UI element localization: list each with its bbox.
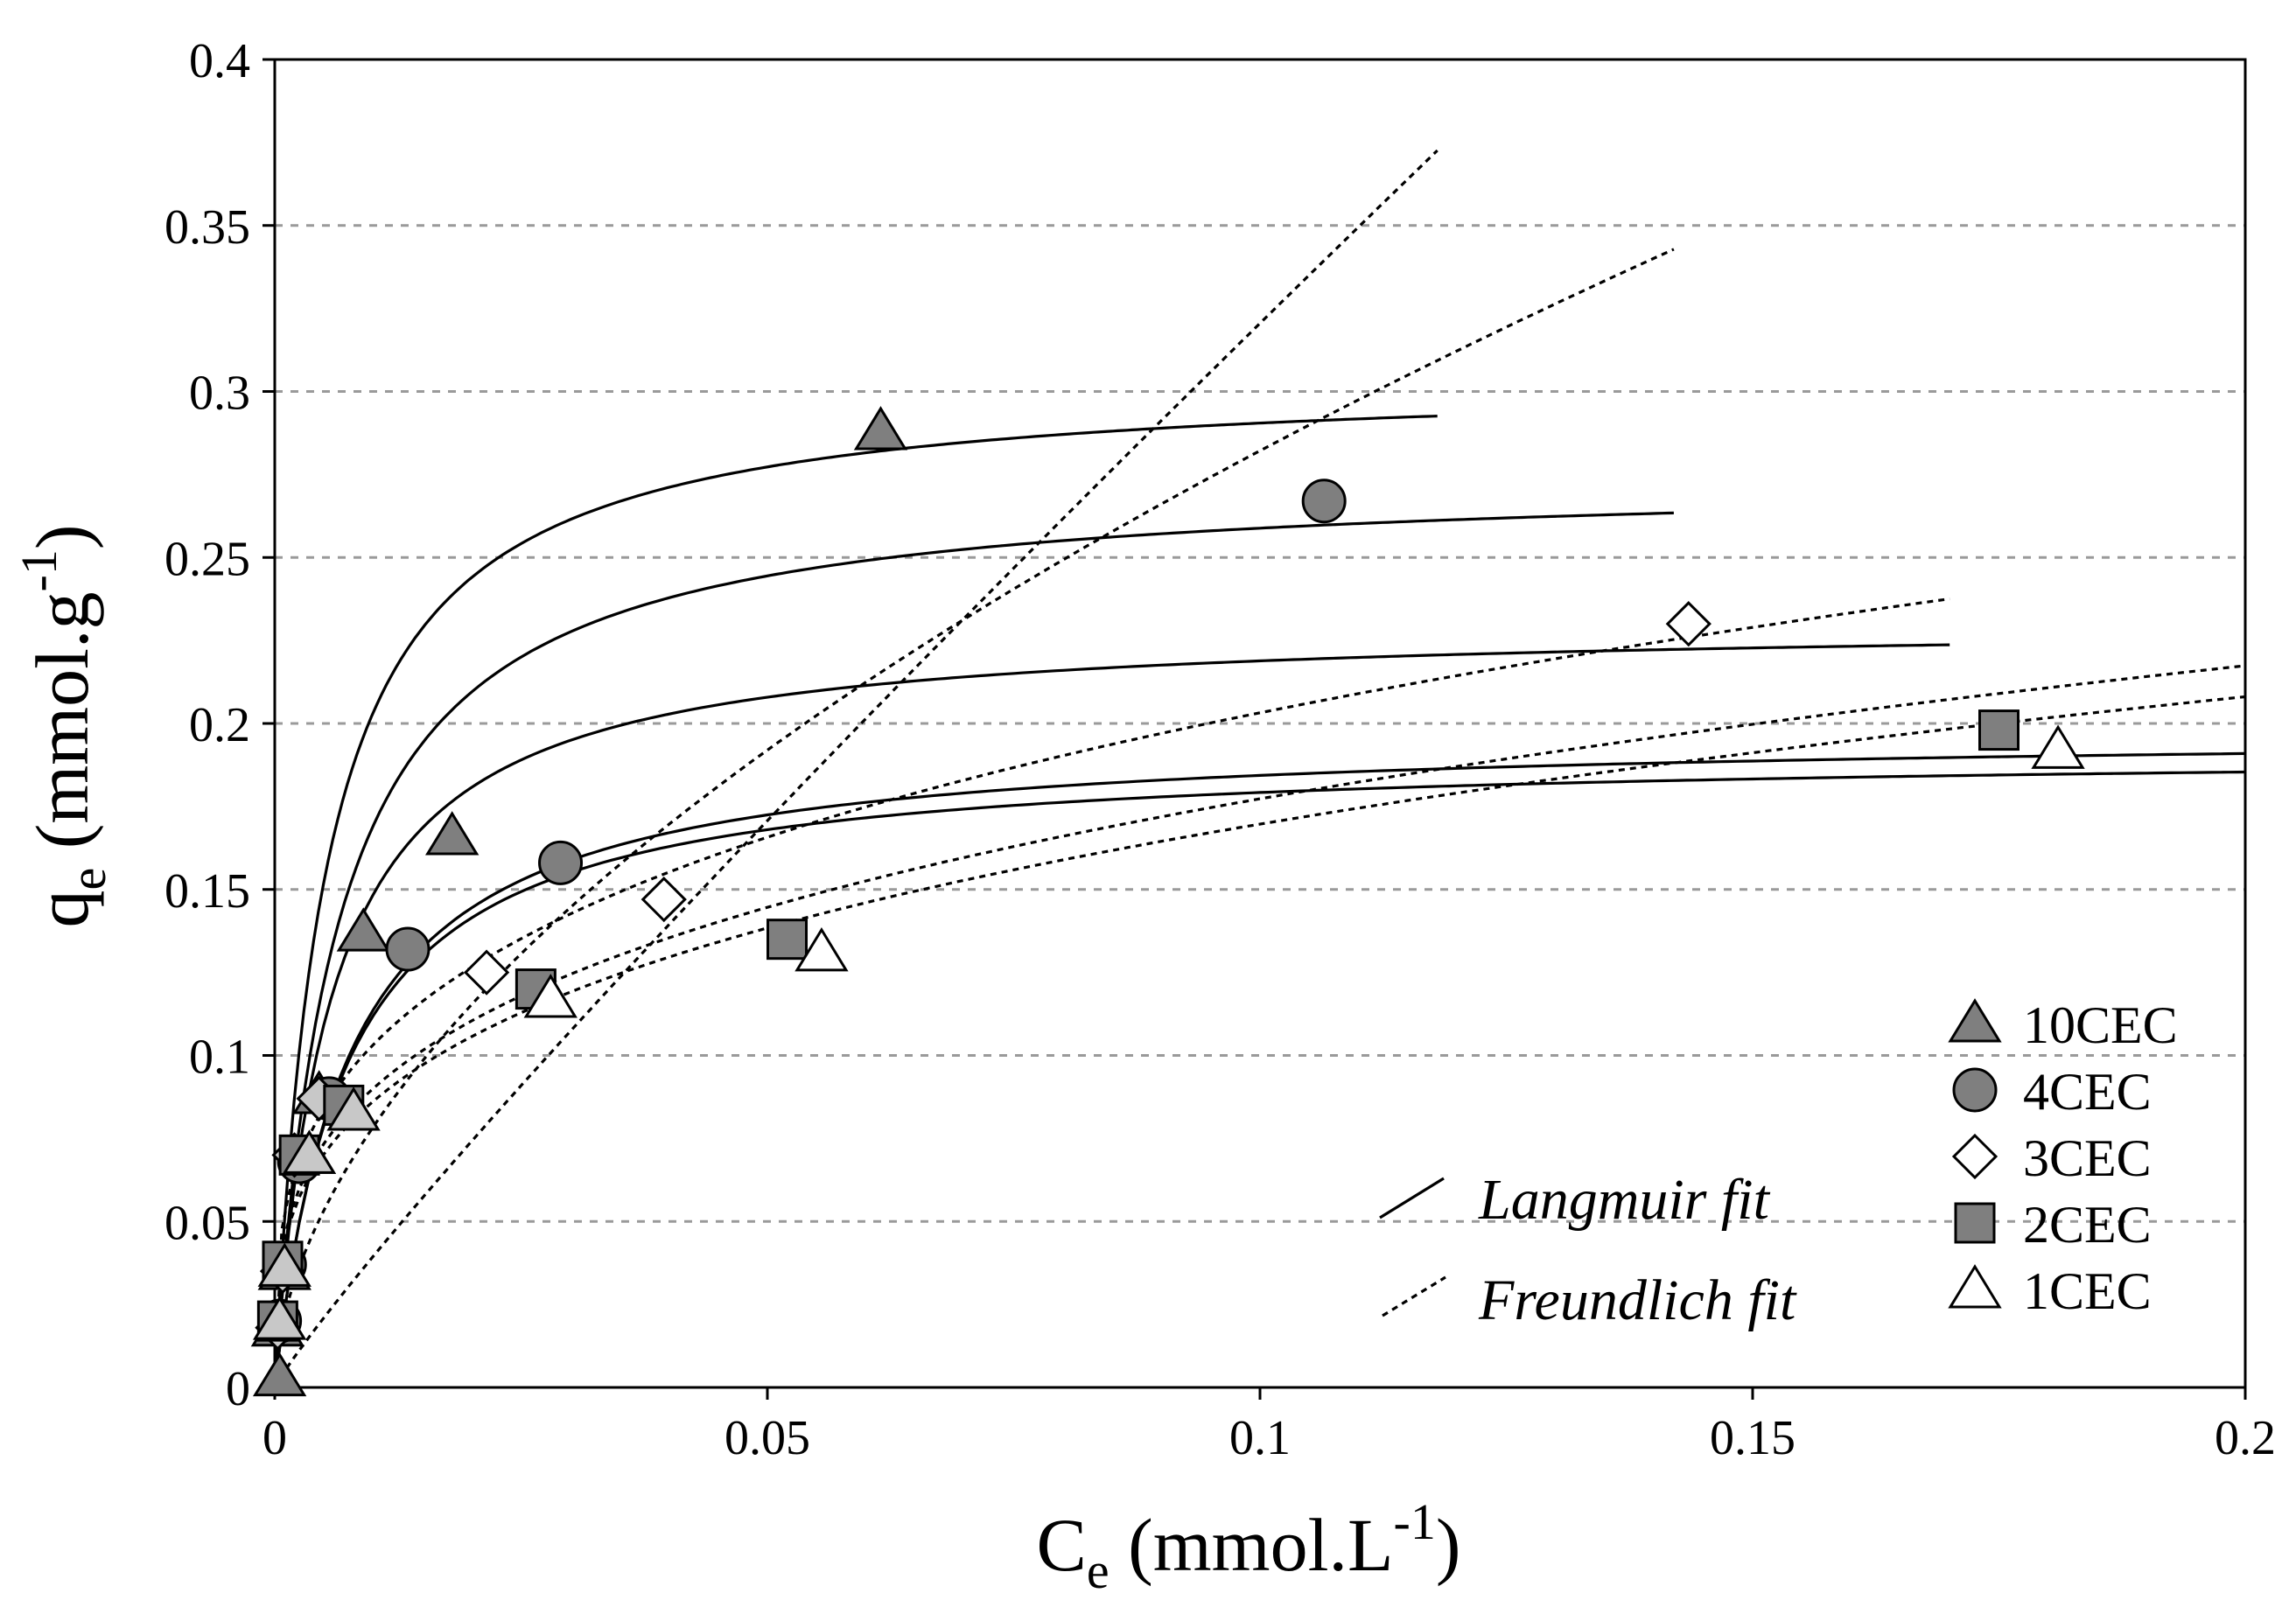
freundlich-fit-4cec: [273, 248, 1675, 1388]
legend-label-2cec: 2CEC: [2023, 1196, 2152, 1254]
langmuir-fit-2cec: [273, 751, 2246, 1388]
y-tick-label: 0.4: [189, 34, 250, 88]
legend-marker-10cec: [1948, 998, 2002, 1043]
point-1cec: [326, 1086, 381, 1131]
legend-marker-3cec: [1951, 1133, 1998, 1180]
point-10cec: [252, 1352, 307, 1397]
x-tick-label: 0.15: [1710, 1411, 1796, 1465]
point-3cec: [463, 949, 510, 996]
axis-ticks: 0 0.05 0.1 0.15 0.2 0.25 0.3 0.35 0.4 0 0.05 0.1 0.1…: [164, 34, 2276, 1465]
freundlich-fit-10cec: [273, 149, 1438, 1388]
series-legend: 10CEC 4CEC 3CEC 2CEC 1CEC: [1948, 996, 2178, 1320]
point-1cec: [523, 974, 578, 1018]
langmuir-fit-1cec: [273, 770, 2246, 1388]
point-10cec: [425, 811, 480, 856]
y-tick-label: 0.05: [164, 1196, 250, 1250]
x-tick-label: 0.2: [2215, 1411, 2276, 1465]
point-2cec: [1978, 709, 2020, 751]
legend-marker-2cec: [1954, 1202, 1996, 1244]
point-1cec: [2031, 724, 2085, 769]
legend-label-10cec: 10CEC: [2023, 996, 2178, 1054]
langmuir-legend-swatch: [1379, 1177, 1445, 1219]
data-points: [250, 406, 2085, 1397]
point-1cec: [252, 1296, 307, 1340]
legend-label-4cec: 4CEC: [2023, 1063, 2152, 1121]
point-1cec: [282, 1129, 337, 1174]
legend-marker-1cec: [1948, 1264, 2002, 1309]
fit-curves: [273, 149, 2246, 1388]
y-tick-label: 0: [226, 1362, 250, 1416]
freundlich-legend-swatch: [1382, 1275, 1446, 1317]
point-3cec: [640, 877, 687, 923]
point-2cec: [766, 919, 808, 961]
y-axis-title: qe (mmol.g-1): [10, 524, 116, 927]
y-tick-label: 0.35: [164, 200, 250, 255]
point-10cec: [336, 907, 391, 952]
point-10cec: [853, 406, 908, 451]
point-3cec: [1665, 601, 1712, 647]
freundlich-fit-3cec: [273, 597, 1950, 1388]
freundlich-fit-1cec: [273, 695, 2246, 1388]
legend-marker-4cec: [1952, 1067, 1998, 1113]
point-4cec: [538, 840, 584, 885]
langmuir-fit-4cec: [273, 511, 1674, 1388]
legend-label-1cec: 1CEC: [2023, 1262, 2152, 1320]
y-tick-label: 0.2: [189, 698, 250, 752]
langmuir-fit-3cec: [273, 643, 1950, 1388]
grid-lines: [275, 224, 2245, 1223]
x-axis-title: Ce (mmol.L-1): [1037, 1493, 1461, 1599]
legend-label-3cec: 3CEC: [2023, 1129, 2152, 1187]
point-1cec: [794, 926, 849, 972]
freundlich-legend-label: Freundlich fit: [1478, 1268, 1797, 1332]
langmuir-fit-10cec: [273, 415, 1438, 1388]
x-tick-label: 0: [262, 1411, 287, 1465]
fit-legend: Langmuir fit Freundlich fit: [1379, 1168, 1797, 1332]
point-4cec: [1301, 479, 1347, 524]
point-4cec: [385, 926, 430, 972]
y-tick-label: 0.1: [189, 1031, 250, 1085]
point-1cec: [257, 1242, 312, 1287]
x-tick-label: 0.05: [724, 1411, 810, 1465]
y-tick-label: 0.3: [189, 367, 250, 421]
langmuir-legend-label: Langmuir fit: [1478, 1168, 1771, 1232]
y-tick-label: 0.25: [164, 532, 250, 586]
x-tick-label: 0.1: [1229, 1411, 1291, 1465]
y-tick-label: 0.15: [164, 864, 250, 919]
